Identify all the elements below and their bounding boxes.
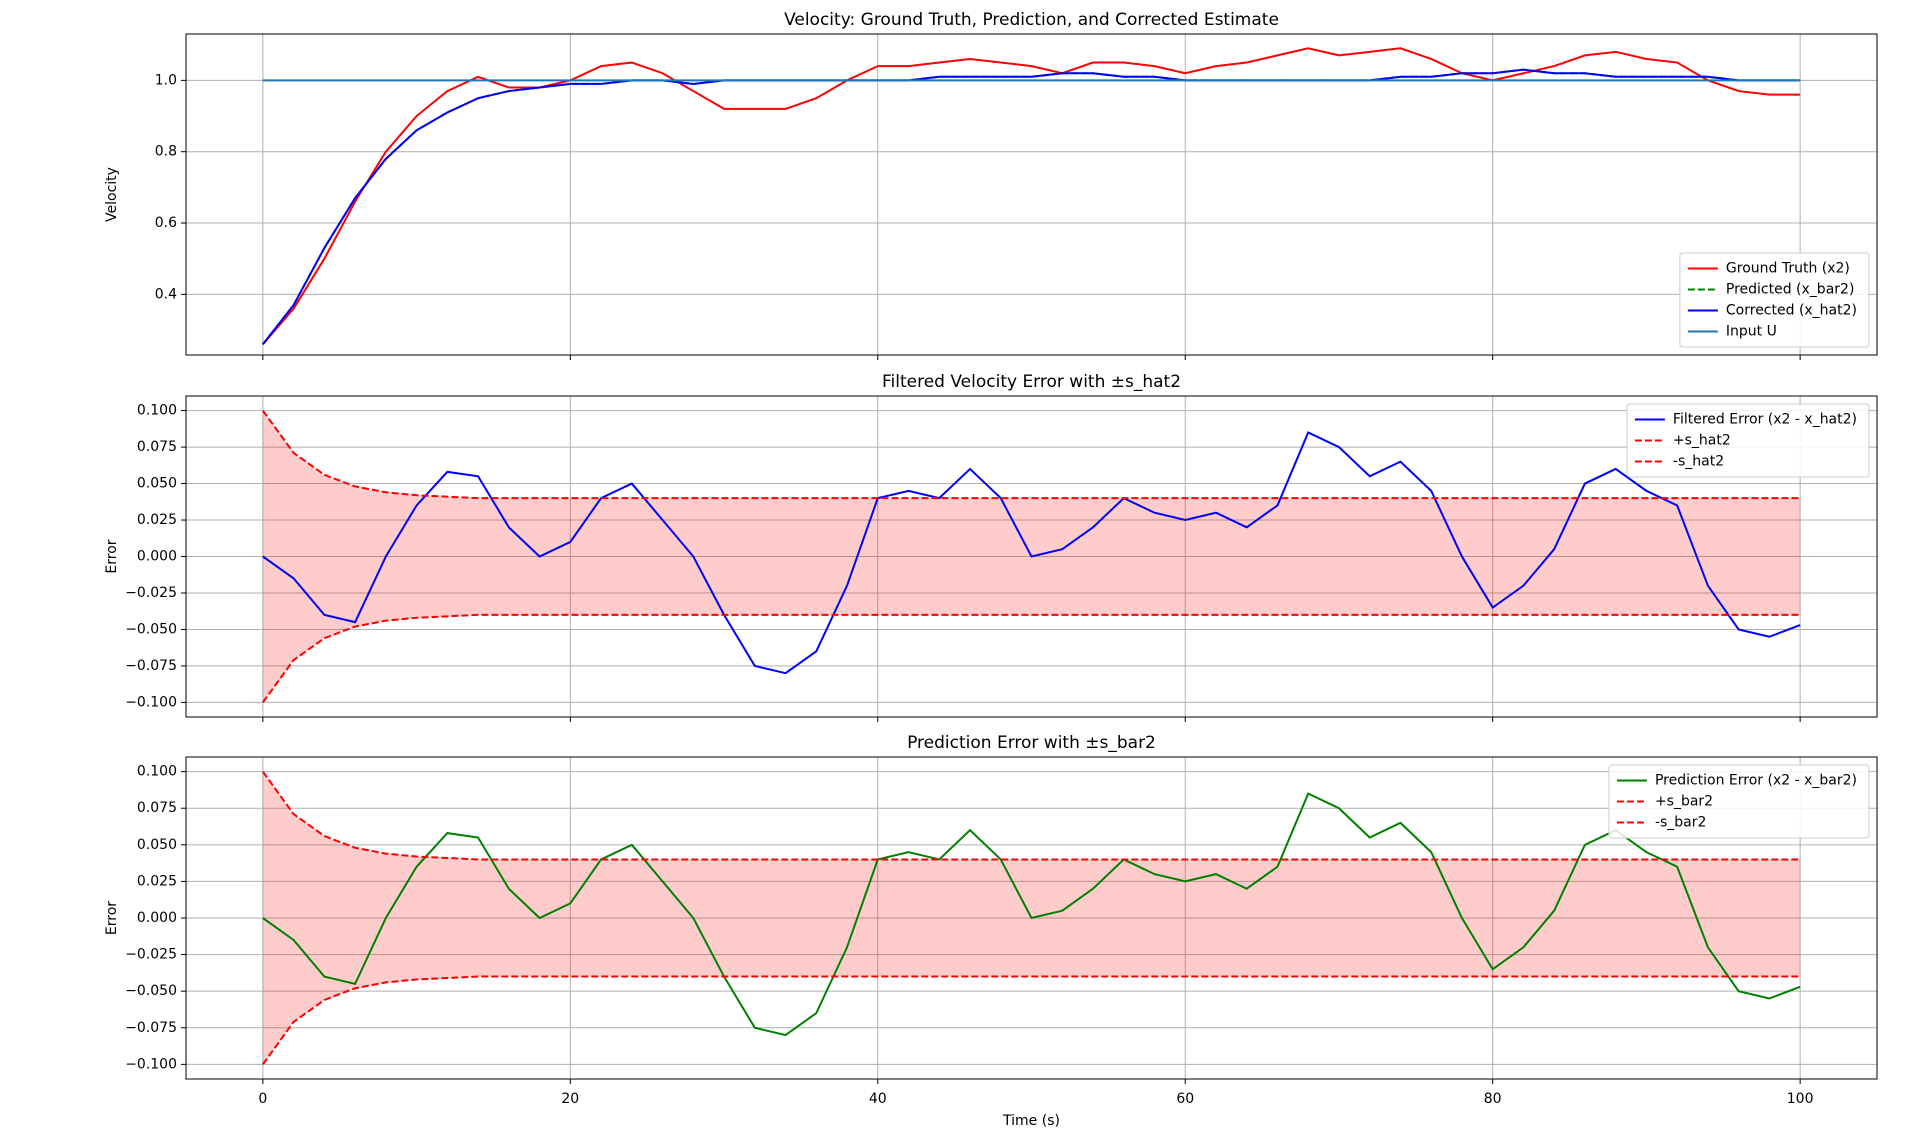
y-tick-label: 1.0: [155, 72, 177, 88]
axes-frame: [185, 756, 1878, 1080]
legend-label: Ground Truth (x2): [1726, 261, 1850, 277]
y-tick-label: −0.025: [125, 947, 177, 963]
series-line: [262, 68, 1801, 345]
y-tick-label: 0.8: [155, 144, 177, 160]
y-tick-label: −0.075: [125, 658, 177, 674]
y-tick-label: 0.075: [137, 439, 177, 455]
y-axis-label: Error: [104, 901, 120, 935]
legend-label: Corrected (x_hat2): [1726, 303, 1857, 319]
x-tick-label: 0: [258, 1091, 267, 1107]
y-tick-label: −0.050: [125, 621, 177, 637]
y-tick-label: 0.050: [137, 837, 177, 853]
chart-title: Filtered Velocity Error with ±s_hat2: [882, 372, 1181, 392]
y-tick-label: 0.4: [155, 286, 177, 302]
x-tick-label: 40: [869, 1091, 887, 1107]
legend-box: [1626, 403, 1870, 478]
series-line: [262, 68, 1801, 345]
x-tick-label: 60: [1176, 1091, 1194, 1107]
y-tick-label: 0.6: [155, 215, 177, 231]
legend-label: -s_hat2: [1673, 454, 1724, 470]
series-line: [262, 613, 1801, 703]
x-axis-label: Time (s): [1002, 1113, 1060, 1129]
legend-label: Prediction Error (x2 - x_bar2): [1655, 773, 1857, 789]
y-tick-label: 0.100: [137, 764, 177, 780]
y-tick-label: 0.100: [137, 403, 177, 419]
series-line: [262, 792, 1801, 1037]
legend-label: +s_bar2: [1655, 794, 1713, 810]
y-tick-label: 0.000: [137, 910, 177, 926]
series-line: [262, 410, 1801, 500]
y-tick-label: 0.075: [137, 800, 177, 816]
series-line: [262, 771, 1801, 861]
chart-title: Prediction Error with ±s_bar2: [907, 733, 1156, 753]
y-axis-label: Velocity: [104, 167, 120, 222]
legend-label: Filtered Error (x2 - x_hat2): [1673, 412, 1857, 428]
x-tick-label: 80: [1484, 1091, 1502, 1107]
y-tick-label: −0.025: [125, 585, 177, 601]
legend-box: [1679, 252, 1870, 348]
y-tick-label: 0.025: [137, 512, 177, 528]
legend-label: +s_hat2: [1673, 433, 1731, 449]
series-line: [262, 975, 1801, 1065]
chart-title: Velocity: Ground Truth, Prediction, and …: [784, 10, 1279, 30]
y-tick-label: −0.050: [125, 983, 177, 999]
legend-label: Predicted (x_bar2): [1726, 282, 1855, 298]
series-line: [262, 47, 1801, 345]
y-tick-label: −0.100: [125, 694, 177, 710]
legend-label: Input U: [1726, 324, 1777, 340]
y-axis-label: Error: [104, 539, 120, 573]
y-tick-label: −0.075: [125, 1020, 177, 1036]
y-tick-label: 0.050: [137, 476, 177, 492]
y-tick-label: 0.025: [137, 873, 177, 889]
y-tick-label: −0.100: [125, 1056, 177, 1072]
x-tick-label: 100: [1787, 1091, 1814, 1107]
x-tick-label: 20: [561, 1091, 579, 1107]
y-tick-label: 0.000: [137, 549, 177, 565]
axes-frame: [185, 33, 1878, 356]
axes-frame: [185, 395, 1878, 718]
legend-box: [1608, 764, 1870, 839]
series-line: [262, 431, 1801, 675]
legend-label: -s_bar2: [1655, 815, 1706, 831]
